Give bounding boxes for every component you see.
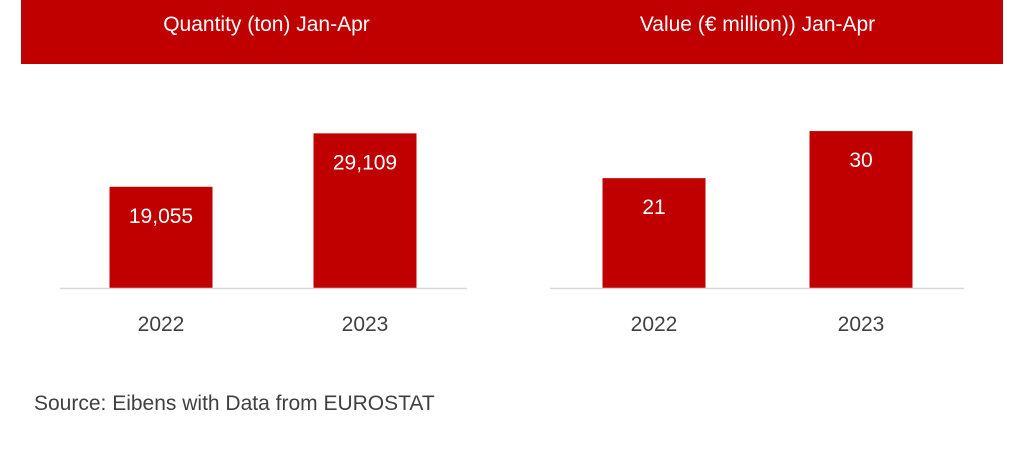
data-label-0-1: 29,109	[333, 151, 397, 174]
data-label-1-1: 30	[849, 149, 872, 172]
data-label-0-0: 19,055	[129, 205, 193, 228]
data-label-1-0: 21	[642, 196, 665, 219]
x-tick-label-0-0: 2022	[138, 313, 185, 336]
x-tick-label-1-1: 2023	[838, 313, 885, 336]
header-banner: Quantity (ton) Jan-Apr Value (€ million)…	[21, 0, 1003, 64]
bar-1-0	[602, 178, 706, 288]
x-tick-label-0-1: 2023	[342, 313, 389, 336]
bar-0-1	[313, 133, 417, 288]
bar-1-1	[809, 131, 913, 288]
quantity-chart-title: Quantity (ton) Jan-Apr	[163, 13, 370, 36]
source-note: Source: Eibens with Data from EUROSTAT	[34, 392, 435, 415]
value-chart-title: Value (€ million)) Jan-Apr	[639, 13, 876, 36]
bar-0-0	[109, 186, 213, 288]
x-tick-label-1-0: 2022	[631, 313, 678, 336]
